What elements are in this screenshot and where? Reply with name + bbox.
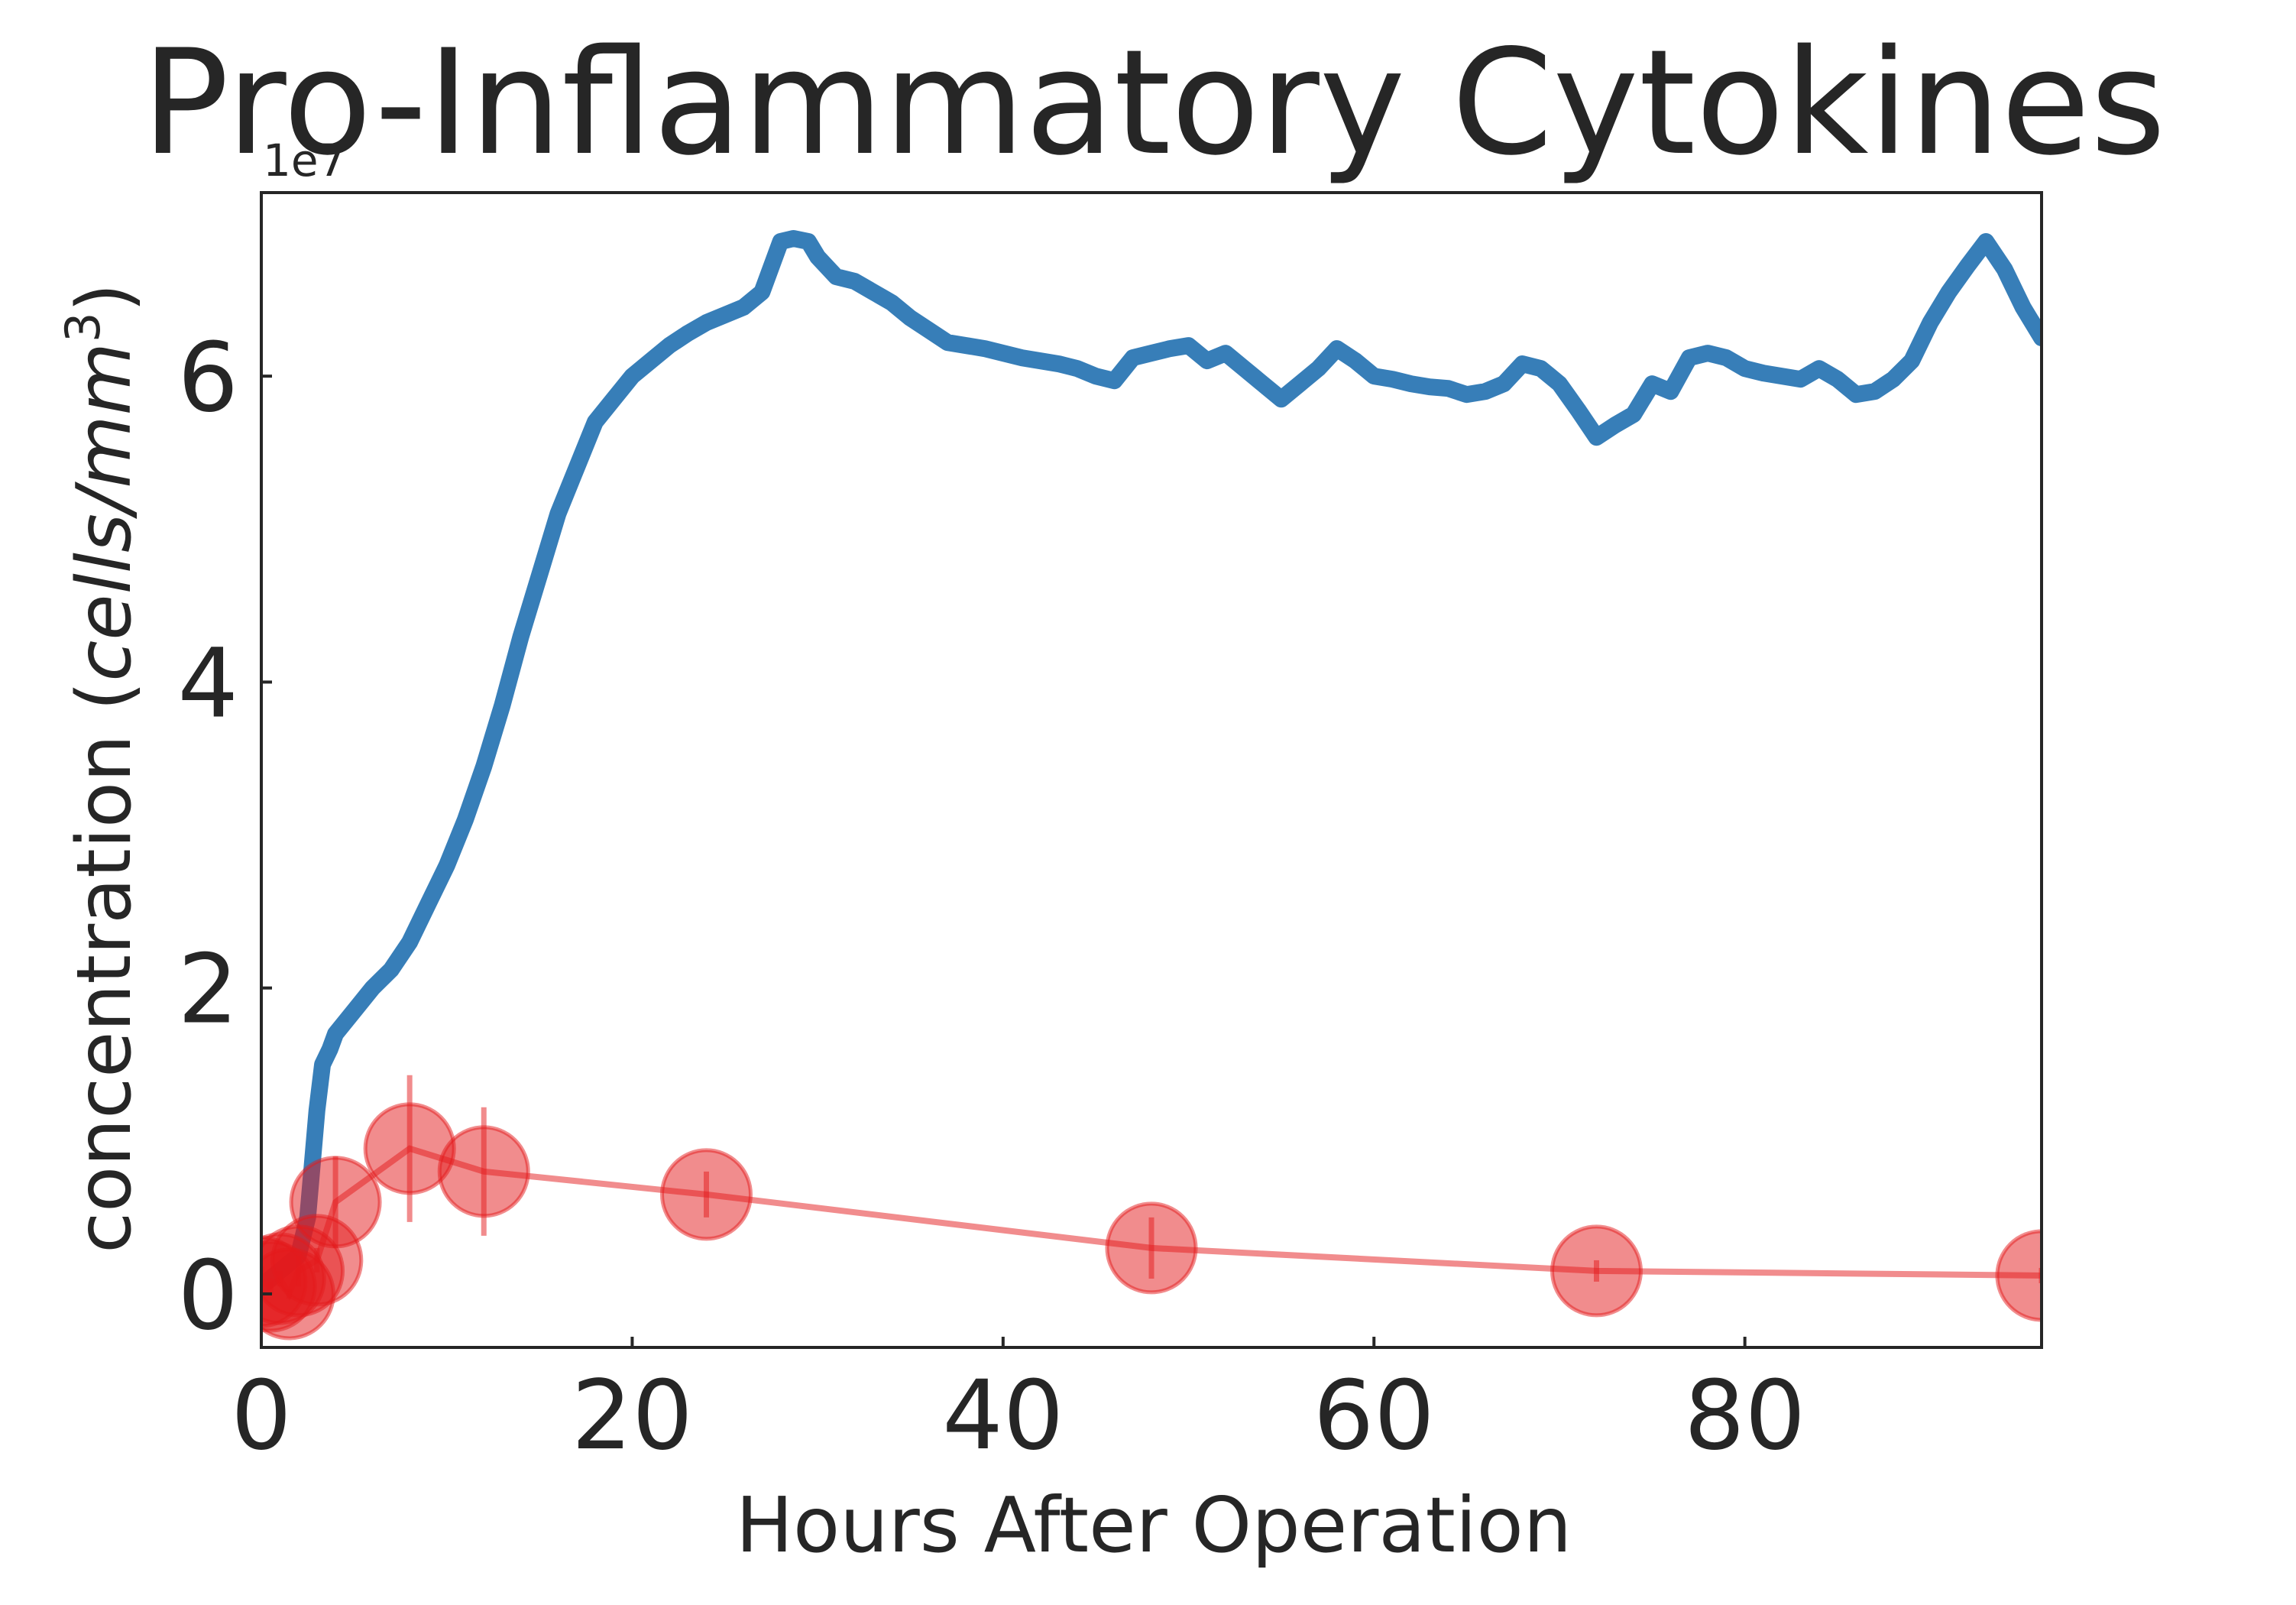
y-tick-label: 6 (177, 323, 238, 433)
y-tick-label: 0 (177, 1240, 238, 1351)
data-point (660, 1148, 753, 1241)
x-tick-label: 20 (572, 1360, 693, 1471)
y-axis-label-prefix: concentration ( (61, 682, 148, 1253)
data-point (1550, 1224, 1643, 1318)
x-tick-label: 40 (942, 1360, 1064, 1471)
data-point (1995, 1229, 2042, 1322)
y-axis-label-exponent: 3 (55, 313, 111, 342)
data-point (289, 1156, 382, 1249)
x-tick-label: 0 (231, 1360, 292, 1471)
chart-title: Pro-Inflammatory Cytokines (141, 18, 2165, 187)
y-tick-label: 4 (177, 628, 238, 739)
y-axis-label-unit: cells/mm (61, 342, 148, 682)
series-line-blue (261, 230, 2042, 1295)
y-axis-label-close: ) (61, 283, 148, 312)
data-point (1105, 1201, 1198, 1295)
plot-area (261, 230, 2042, 1341)
y-axis-label: concentration (cells/mm3) (55, 283, 148, 1253)
y-tick-label: 2 (177, 935, 238, 1046)
x-tick-label: 80 (1684, 1360, 1805, 1471)
y-offset-label: 1e7 (263, 135, 347, 186)
x-tick-label: 60 (1313, 1360, 1435, 1471)
data-point (437, 1125, 530, 1218)
x-axis-label: Hours After Operation (736, 1480, 1572, 1570)
axes-frame (260, 191, 2043, 1349)
tick-marks: 0 20 40 60 80 0 2 4 6 (177, 323, 1805, 1471)
